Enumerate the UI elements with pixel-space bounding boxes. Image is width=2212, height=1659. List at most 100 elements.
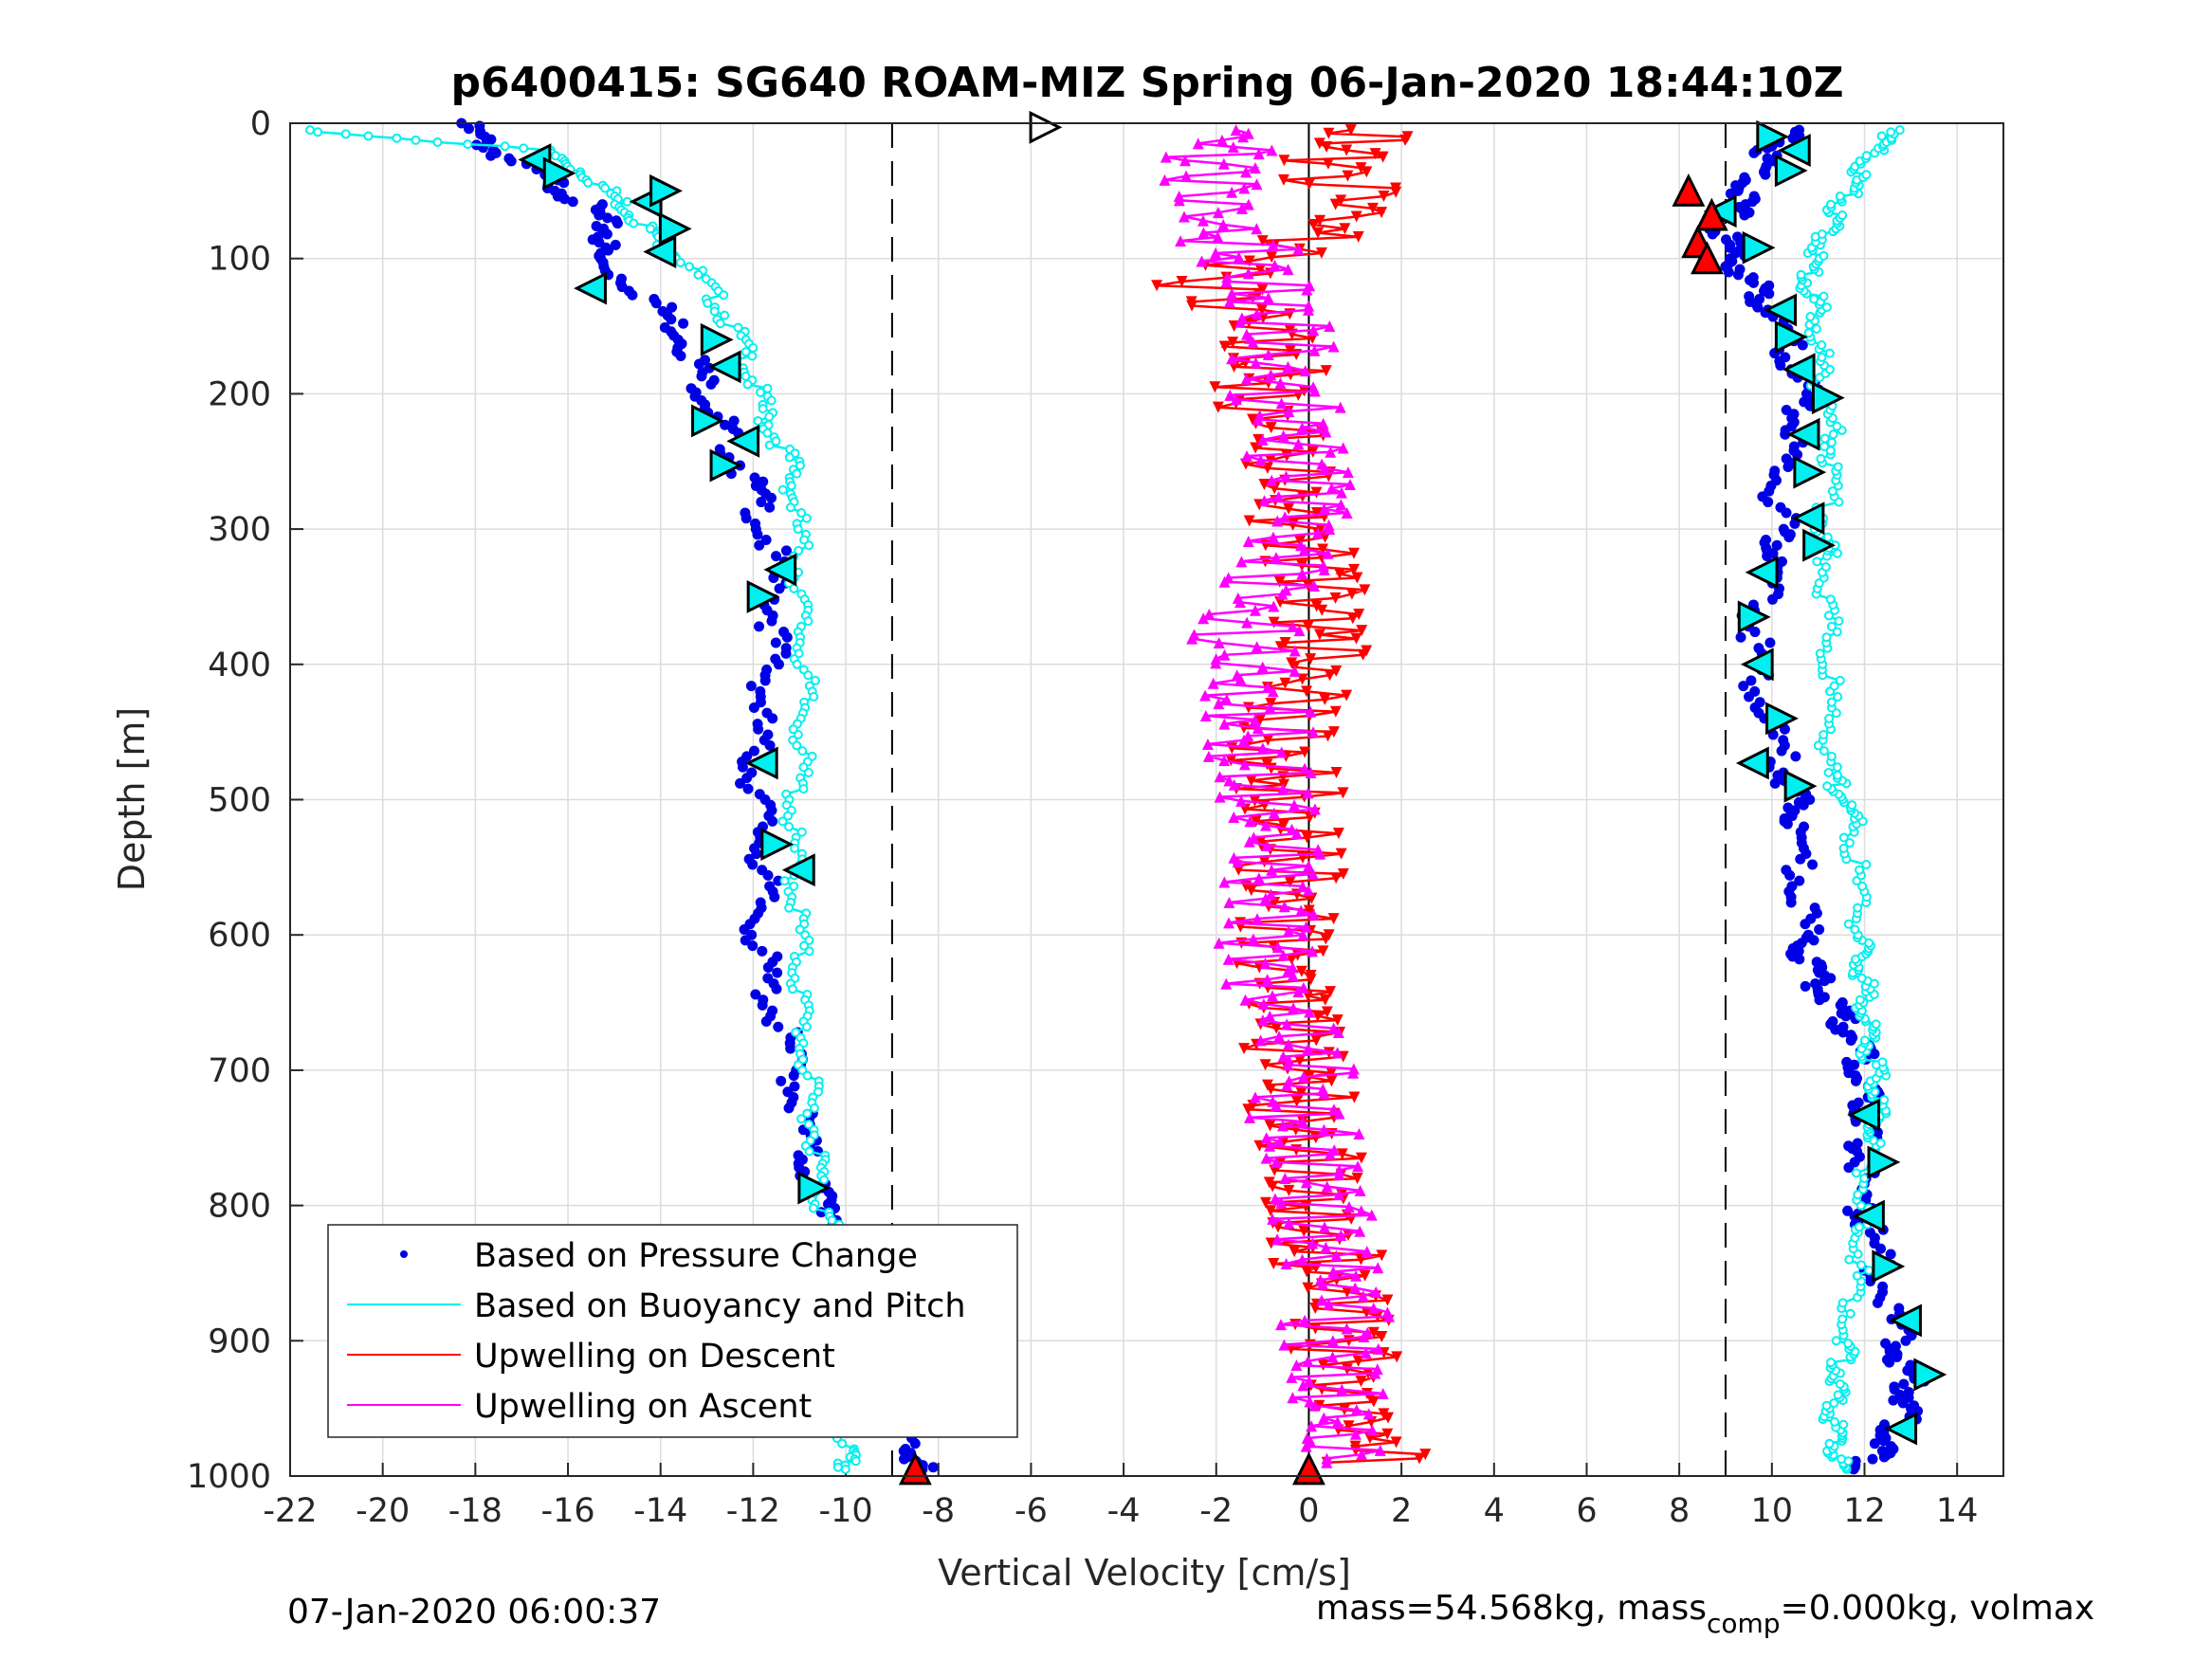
ascent-flag-marker: [1774, 154, 1808, 188]
ascent-upwelling-marker: [1300, 921, 1312, 933]
descent-upwelling-marker: [1335, 194, 1347, 207]
descent-upwelling-marker: [1357, 648, 1369, 661]
ascent-upwelling-marker: [1258, 495, 1271, 507]
pressure-point: [766, 615, 777, 627]
descent-upwelling-marker: [1271, 1022, 1283, 1034]
ascent-upwelling-marker: [1323, 519, 1335, 531]
ascent-upwelling-marker: [1253, 410, 1266, 422]
ascent-upwelling-marker: [1301, 1432, 1313, 1445]
buoyancy-point: [1816, 453, 1826, 464]
pressure-point: [1909, 1400, 1920, 1412]
ascent-upwelling-marker: [1277, 429, 1289, 442]
pressure-point: [1872, 1127, 1883, 1139]
ascent-flag-marker: [1793, 455, 1827, 489]
ascent-upwelling-marker: [1362, 1408, 1375, 1420]
pressure-point: [771, 983, 782, 994]
descent-upwelling-marker: [1289, 1246, 1301, 1258]
pressure-point: [1734, 264, 1746, 275]
pressure-point: [1852, 1138, 1863, 1149]
descent-upwelling-marker: [1294, 535, 1307, 547]
pressure-point: [899, 1453, 910, 1465]
buoyancy-point: [795, 924, 805, 935]
descent-upwelling-marker: [1227, 337, 1239, 349]
ascent-upwelling-marker: [1216, 134, 1228, 146]
descent-upwelling-marker: [1290, 1095, 1303, 1107]
ascent-upwelling-marker: [1317, 417, 1329, 429]
buoyancy-point: [1833, 462, 1843, 472]
pressure-point: [750, 989, 761, 1000]
pressure-point: [1761, 535, 1772, 546]
buoyancy-point: [796, 1114, 807, 1124]
ascent-upwelling-marker: [1315, 1294, 1327, 1306]
ascent-flag-marker: [1765, 702, 1799, 736]
pressure-point: [757, 999, 768, 1011]
ascent-upwelling-marker: [1240, 328, 1252, 340]
ascent-upwelling-marker: [1240, 450, 1252, 463]
ascent-upwelling-marker: [1213, 207, 1225, 219]
ascent-upwelling-marker: [1275, 1319, 1288, 1331]
buoyancy-point: [1838, 843, 1849, 853]
ascent-upwelling-marker: [1282, 264, 1294, 276]
buoyancy-point: [1832, 762, 1842, 773]
ascent-upwelling-marker: [1305, 705, 1317, 718]
ascent-upwelling-marker: [1254, 454, 1267, 466]
ascent-upwelling-marker: [1302, 884, 1314, 897]
pressure-point: [558, 193, 570, 205]
ascent-upwelling-marker: [1372, 1262, 1384, 1274]
descent-upwelling-marker: [1330, 665, 1343, 677]
ascent-upwelling-marker: [1256, 1014, 1269, 1027]
ascent-upwelling-marker: [1230, 124, 1242, 137]
pressure-point: [464, 123, 475, 135]
ascent-flag-marker: [1852, 1199, 1885, 1233]
pressure-point: [1811, 957, 1822, 968]
ascent-upwelling-marker: [1297, 929, 1309, 941]
ascent-upwelling-marker: [1261, 840, 1273, 852]
y-tick-label: 500: [208, 782, 271, 820]
ascent-upwelling-marker: [1335, 486, 1347, 499]
ascent-upwelling-marker: [1269, 1193, 1281, 1205]
buoyancy-point: [1837, 1298, 1848, 1308]
legend-box: [327, 1224, 1018, 1438]
ascent-upwelling-marker: [1307, 381, 1320, 393]
ascent-upwelling-marker: [1292, 243, 1305, 255]
ascent-upwelling-marker: [1267, 1212, 1279, 1225]
buoyancy-point: [1817, 352, 1827, 362]
descent-upwelling-marker: [1376, 1331, 1388, 1343]
ascent-upwelling-marker: [1370, 1285, 1382, 1298]
buoyancy-point: [715, 319, 725, 329]
ascent-upwelling-marker: [1299, 762, 1311, 775]
buoyancy-point: [740, 347, 751, 357]
ascent-upwelling-marker: [1175, 235, 1187, 247]
descent-upwelling-marker: [1348, 1091, 1361, 1103]
descent-flag-marker: [542, 156, 576, 191]
ascent-upwelling-marker: [1160, 151, 1172, 163]
ascent-upwelling-marker: [1356, 1449, 1368, 1461]
buoyancy-point: [305, 125, 316, 136]
descent-upwelling-marker: [1307, 219, 1320, 231]
buoyancy-point: [1821, 632, 1832, 643]
pressure-point: [1781, 405, 1792, 416]
red-flag-marker: [1672, 173, 1706, 207]
ascent-upwelling-marker: [1341, 1322, 1353, 1335]
descent-upwelling-marker: [1310, 600, 1323, 612]
buoyancy-point: [809, 692, 819, 702]
buoyancy-point: [693, 269, 704, 280]
pressure-point: [1850, 1455, 1861, 1467]
buoyancy-point: [762, 428, 773, 438]
descent-upwelling-marker: [1367, 1326, 1380, 1339]
buoyancy-point: [777, 484, 788, 495]
buoyancy-point: [840, 1464, 850, 1474]
ascent-upwelling-marker: [1266, 474, 1278, 486]
ascent-upwelling-marker: [1222, 572, 1234, 584]
ascent-upwelling-marker: [1293, 625, 1306, 637]
ascent-upwelling-marker: [1292, 438, 1305, 450]
descent-upwelling-marker: [1298, 1225, 1310, 1237]
y-tick-label: 0: [250, 105, 271, 143]
descent-upwelling-marker: [1259, 1196, 1271, 1209]
ascent-upwelling-marker: [1327, 1022, 1340, 1034]
ascent-upwelling-marker: [1321, 1452, 1333, 1465]
buoyancy-point: [1850, 924, 1860, 935]
pressure-point: [748, 702, 759, 713]
ascent-upwelling-marker: [1213, 698, 1225, 710]
ascent-upwelling-marker: [1295, 539, 1307, 552]
